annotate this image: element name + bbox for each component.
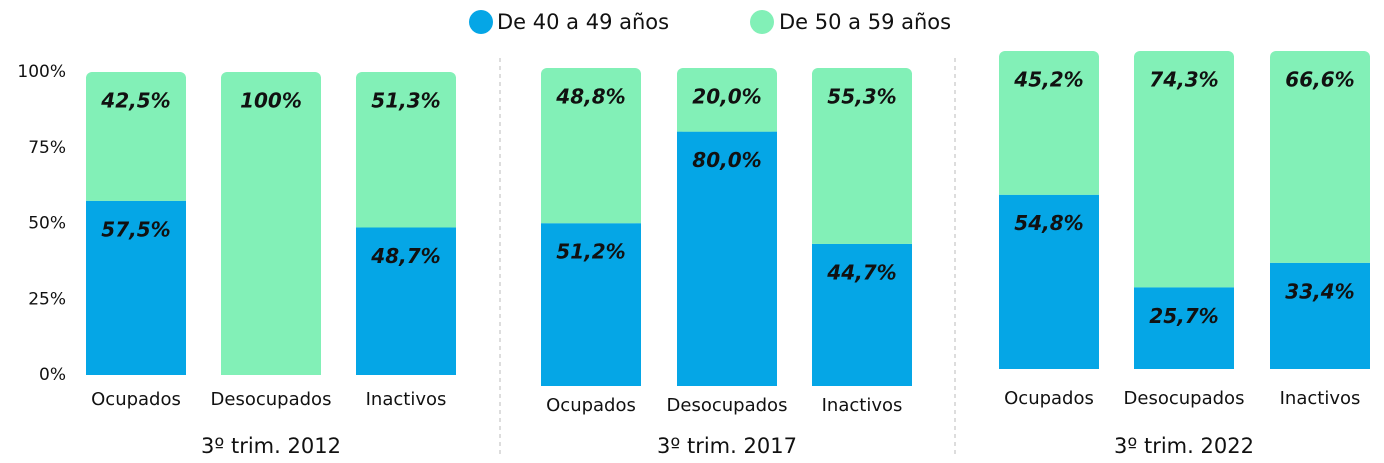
bar-segment <box>541 223 641 386</box>
data-label: 51,3% <box>371 89 440 113</box>
bar-segment <box>677 131 777 386</box>
bar-segment <box>86 200 186 375</box>
data-label: 54,8% <box>1014 211 1083 235</box>
bar-segment <box>221 72 321 375</box>
data-label: 55,3% <box>827 85 896 109</box>
data-label: 51,2% <box>556 240 625 264</box>
x-tick-label: Desocupados <box>667 395 788 416</box>
data-label: 45,2% <box>1013 68 1083 92</box>
x-tick-label: Inactivos <box>822 395 903 416</box>
y-tick-label: 50% <box>28 214 66 234</box>
x-tick-label: Ocupados <box>91 389 181 410</box>
x-tick-label: Ocupados <box>1004 388 1094 409</box>
bar-segment-base <box>356 221 456 228</box>
legend-label: De 50 a 59 años <box>779 10 951 34</box>
data-label: 74,3% <box>1149 68 1218 92</box>
x-tick-label: Desocupados <box>1124 388 1245 409</box>
data-label: 80,0% <box>692 148 761 172</box>
y-tick-label: 75% <box>28 138 66 158</box>
bar-segment-base <box>1270 256 1370 263</box>
x-tick-label: Inactivos <box>366 389 447 410</box>
y-tick-label: 0% <box>39 365 66 385</box>
legend-swatch <box>750 10 774 34</box>
x-tick-label: Ocupados <box>546 395 636 416</box>
bar-segment <box>541 68 641 224</box>
bar-segment <box>86 72 186 201</box>
group-label: 3º trim. 2022 <box>1114 434 1254 458</box>
data-label: 44,7% <box>826 260 896 284</box>
x-tick-label: Desocupados <box>211 389 332 410</box>
group-label: 3º trim. 2012 <box>201 434 341 458</box>
data-label: 33,4% <box>1285 279 1354 303</box>
bar-segment-base <box>999 188 1099 195</box>
y-tick-label: 100% <box>17 62 66 82</box>
bar-segment <box>356 227 456 375</box>
bar-segment-base <box>677 125 777 132</box>
legend-swatch <box>469 10 493 34</box>
data-label: 48,8% <box>555 85 625 109</box>
data-label: 20,0% <box>692 85 761 109</box>
data-label: 42,5% <box>100 89 170 113</box>
bar-segment <box>1134 51 1234 288</box>
bar-segment-base <box>221 369 321 375</box>
bar-segment <box>356 72 456 228</box>
bar-segment <box>812 68 912 244</box>
data-label: 100% <box>240 89 302 113</box>
x-tick-label: Inactivos <box>1280 388 1361 409</box>
bar-segment-base <box>541 217 641 224</box>
data-label: 25,7% <box>1149 304 1218 328</box>
bar-segment-base <box>86 194 186 201</box>
bar-segment-base <box>812 237 912 244</box>
bar-segment <box>1134 287 1234 369</box>
group-label: 3º trim. 2017 <box>657 434 797 458</box>
bar-segment <box>999 194 1099 369</box>
bar-segment <box>812 243 912 386</box>
bar-segment-base <box>1134 281 1234 288</box>
data-label: 57,5% <box>101 217 170 241</box>
bar-segment <box>1270 51 1370 263</box>
legend-label: De 40 a 49 años <box>497 10 669 34</box>
bar-segment <box>677 68 777 132</box>
bar-segment <box>1270 262 1370 369</box>
y-tick-label: 25% <box>28 289 66 309</box>
bar-segment <box>999 51 1099 195</box>
data-label: 48,7% <box>370 244 440 268</box>
data-label: 66,6% <box>1285 68 1354 92</box>
